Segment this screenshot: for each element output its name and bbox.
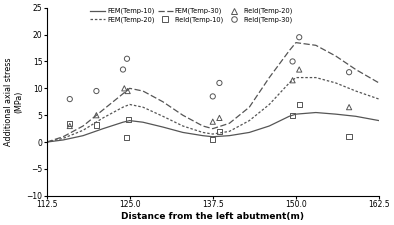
Point [93,113,100,117]
Point [124,57,130,61]
Point [346,70,352,74]
Y-axis label: Additional axial stress
(MPa): Additional axial stress (MPa) [4,58,24,146]
Point [120,68,126,71]
Point [216,130,223,133]
Point [346,105,352,109]
Point [125,89,131,93]
Point [216,116,223,120]
Point [93,89,100,93]
Point [296,68,302,71]
Point [67,124,73,128]
Point [290,60,296,63]
Point [290,79,296,82]
Point [210,138,216,141]
Point [210,94,216,98]
Point [121,87,128,90]
Point [216,81,223,85]
Point [67,122,73,125]
Point [93,123,100,127]
Point [296,103,302,106]
Point [67,97,73,101]
Point [290,113,296,117]
Point [210,120,216,124]
Legend: FEM(Temp-10), FEM(Temp-20), FEM(Temp-30), Field(Temp-10), Field(Temp-20), Field(: FEM(Temp-10), FEM(Temp-20), FEM(Temp-30)… [90,7,294,23]
X-axis label: Distance from the left abutment(m): Distance from the left abutment(m) [121,212,304,221]
Point [123,136,130,140]
Point [125,118,132,121]
Point [296,36,302,39]
Point [346,135,352,139]
